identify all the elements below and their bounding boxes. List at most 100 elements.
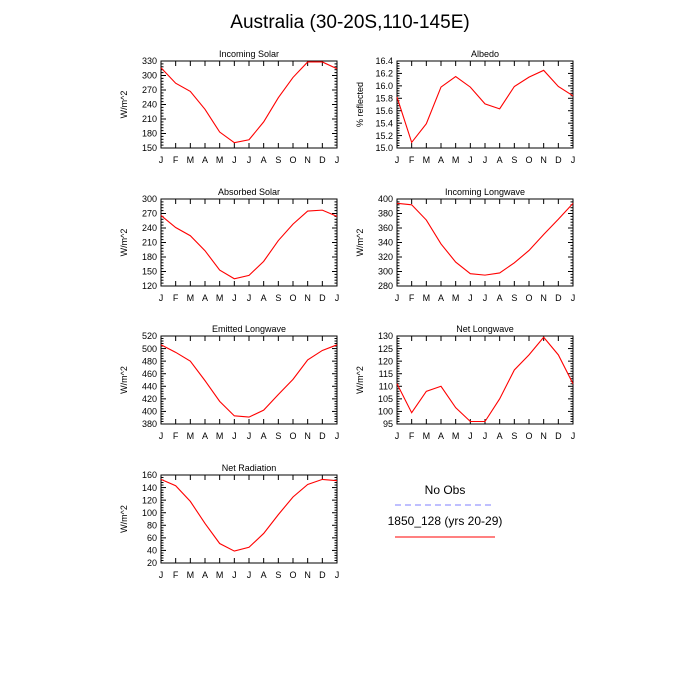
x-tick-label: S: [275, 570, 281, 580]
x-tick-label: J: [247, 431, 252, 441]
x-tick-label: M: [423, 155, 431, 165]
x-tick-label: J: [335, 570, 340, 580]
y-tick-label: 16.0: [375, 81, 393, 91]
x-tick-label: D: [319, 293, 326, 303]
y-tick-label: 150: [142, 143, 157, 153]
y-tick-label: 480: [142, 356, 157, 366]
x-tick-label: F: [173, 570, 179, 580]
x-tick-label: O: [525, 155, 532, 165]
chart-emitted-longwave: Emitted Longwave W/m^2 380 400 420 440 460 480 5…: [119, 324, 339, 441]
y-tick-label: 130: [378, 331, 393, 341]
x-tick-label: A: [438, 431, 444, 441]
y-tick-label: 15.6: [375, 106, 393, 116]
chart-title: Incoming Solar: [219, 49, 279, 59]
x-tick-label: A: [261, 431, 267, 441]
y-tick-label: 15.4: [375, 118, 393, 128]
x-tick-label: D: [555, 431, 562, 441]
y-tick-label: 360: [378, 223, 393, 233]
x-tick-label: F: [173, 431, 179, 441]
x-tick-label: M: [452, 293, 460, 303]
x-tick-label: S: [511, 155, 517, 165]
x-tick-label: J: [159, 431, 164, 441]
plot-frame: [396, 198, 574, 287]
x-tick-label: A: [497, 293, 503, 303]
x-tick-label: N: [304, 431, 311, 441]
y-tick-label: 100: [142, 508, 157, 518]
x-tick-label: J: [247, 155, 252, 165]
x-tick-label: J: [468, 431, 473, 441]
y-tick-label: 120: [142, 281, 157, 291]
x-tick-label: J: [335, 431, 340, 441]
y-tick-label: 15.2: [375, 131, 393, 141]
chart-title: Albedo: [471, 49, 499, 59]
x-tick-label: J: [571, 431, 576, 441]
y-tick-label: 105: [378, 394, 393, 404]
x-tick-label: J: [483, 155, 488, 165]
y-tick-label: 100: [378, 407, 393, 417]
series-line-model: [396, 336, 574, 423]
x-tick-label: S: [275, 293, 281, 303]
x-tick-label: A: [438, 293, 444, 303]
x-tick-label: A: [202, 431, 208, 441]
x-tick-label: O: [289, 570, 296, 580]
y-tick-label: 120: [142, 495, 157, 505]
x-tick-label: J: [159, 155, 164, 165]
series-line-model: [160, 478, 338, 552]
x-tick-label: N: [304, 155, 311, 165]
y-tick-label: 180: [142, 252, 157, 262]
chart-incoming-solar: Incoming Solar W/m^2 150 180 210 240 270 300 330…: [119, 49, 339, 165]
x-tick-label: M: [423, 431, 431, 441]
x-tick-label: A: [438, 155, 444, 165]
x-tick-label: D: [319, 431, 326, 441]
y-tick-label: 160: [142, 470, 157, 480]
chart-title: Incoming Longwave: [445, 187, 525, 197]
x-tick-label: A: [497, 431, 503, 441]
x-tick-label: N: [540, 431, 547, 441]
plot-frame: [396, 335, 574, 425]
x-tick-label: F: [409, 155, 415, 165]
y-tick-label: 500: [142, 344, 157, 354]
legend: [395, 504, 495, 538]
legend-model-label: 1850_128 (yrs 20-29): [387, 514, 503, 528]
x-tick-label: F: [173, 293, 179, 303]
legend-obs-label: No Obs: [424, 483, 466, 497]
x-tick-label: D: [555, 293, 562, 303]
x-tick-label: M: [216, 293, 224, 303]
x-tick-label: J: [571, 293, 576, 303]
chart-net-longwave: Net Longwave W/m^2 95 100 105 110 115 120 125 130…: [355, 324, 575, 441]
x-tick-label: J: [232, 293, 237, 303]
y-tick-label: 16.4: [375, 56, 393, 66]
x-tick-label: M: [452, 431, 460, 441]
y-tick-label: 125: [378, 344, 393, 354]
x-tick-label: F: [409, 431, 415, 441]
x-tick-label: D: [319, 570, 326, 580]
x-tick-label: M: [216, 570, 224, 580]
y-tick-label: 150: [142, 267, 157, 277]
x-tick-label: O: [525, 293, 532, 303]
chart-title: Absorbed Solar: [218, 187, 280, 197]
y-tick-label: 16.2: [375, 69, 393, 79]
x-tick-label: O: [289, 431, 296, 441]
y-tick-label: 115: [379, 369, 393, 379]
x-tick-label: A: [497, 155, 503, 165]
x-tick-label: J: [468, 293, 473, 303]
x-tick-label: A: [202, 293, 208, 303]
x-tick-label: J: [483, 293, 488, 303]
y-tick-label: 380: [142, 419, 157, 429]
x-tick-label: A: [261, 293, 267, 303]
x-tick-label: O: [525, 431, 532, 441]
series-line-model: [160, 344, 338, 418]
y-tick-label: 15.8: [375, 93, 393, 103]
y-tick-label: 210: [142, 114, 157, 124]
y-tick-label: 95: [383, 419, 393, 429]
y-tick-label: 380: [378, 209, 393, 219]
x-tick-label: D: [555, 155, 562, 165]
x-tick-label: A: [261, 155, 267, 165]
y-tick-label: 80: [147, 520, 157, 530]
y-tick-label: 140: [142, 483, 157, 493]
x-tick-label: J: [335, 155, 340, 165]
x-tick-label: J: [468, 155, 473, 165]
x-tick-label: A: [202, 570, 208, 580]
y-axis-label: W/m^2: [355, 366, 365, 394]
series-line-model: [396, 69, 574, 144]
